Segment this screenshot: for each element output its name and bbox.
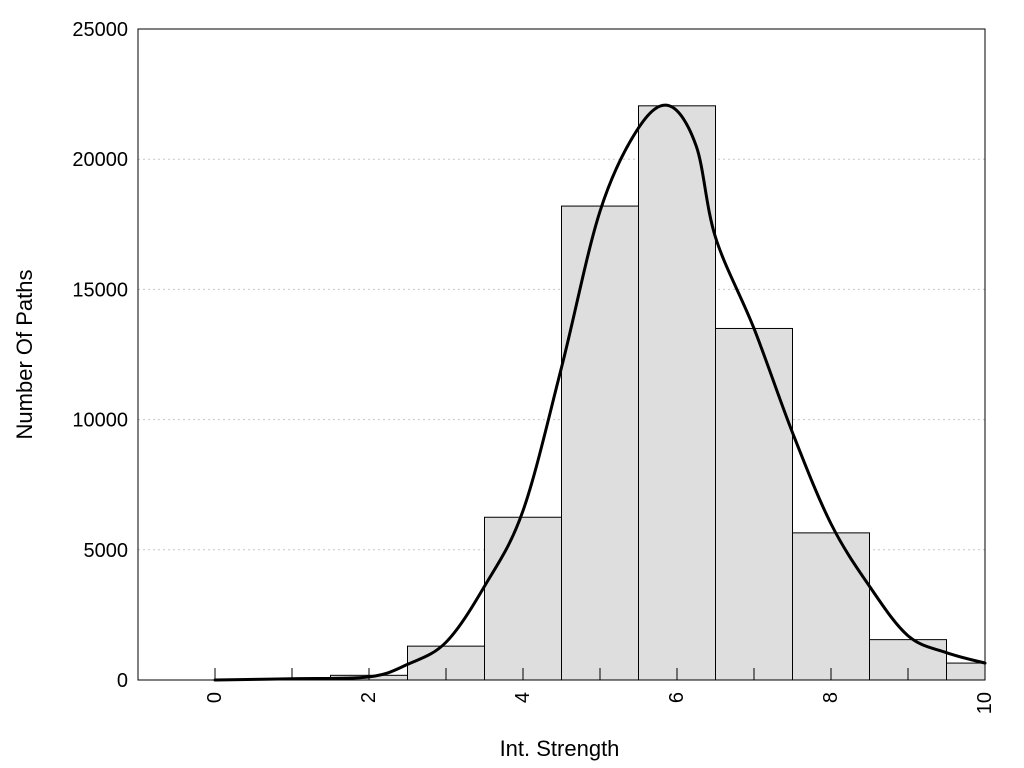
x-tick-label: 6 (666, 692, 688, 703)
x-tick-labels: 0 2 4 6 8 10 (204, 692, 996, 714)
density-curve (213, 103, 987, 682)
histogram-bar (484, 516, 562, 681)
y-axis-title: Number Of Paths (12, 270, 37, 440)
x-tick-label: 0 (204, 692, 226, 703)
y-tick-labels: 0 5000 10000 15000 20000 25000 (72, 19, 128, 692)
y-tick-label: 10000 (72, 410, 128, 432)
bars (253, 105, 986, 681)
plot-frame (137, 28, 986, 681)
y-tick-label: 25000 (72, 19, 128, 41)
y-tick-label: 5000 (84, 540, 129, 562)
x-tick-label: 10 (974, 692, 996, 714)
x-axis-title: Int. Strength (500, 736, 620, 761)
histogram-bar (561, 205, 639, 681)
y-tick-label: 0 (117, 670, 128, 692)
x-tick-label: 2 (358, 692, 380, 703)
y-tick-label: 15000 (72, 279, 128, 301)
histogram-bar (792, 532, 870, 681)
histogram-bar (715, 327, 793, 681)
x-tick-label: 8 (820, 692, 842, 703)
histogram-bar (638, 105, 716, 681)
x-tick-label: 4 (512, 692, 534, 703)
y-tick-label: 20000 (72, 149, 128, 171)
histogram-bar (946, 662, 986, 681)
